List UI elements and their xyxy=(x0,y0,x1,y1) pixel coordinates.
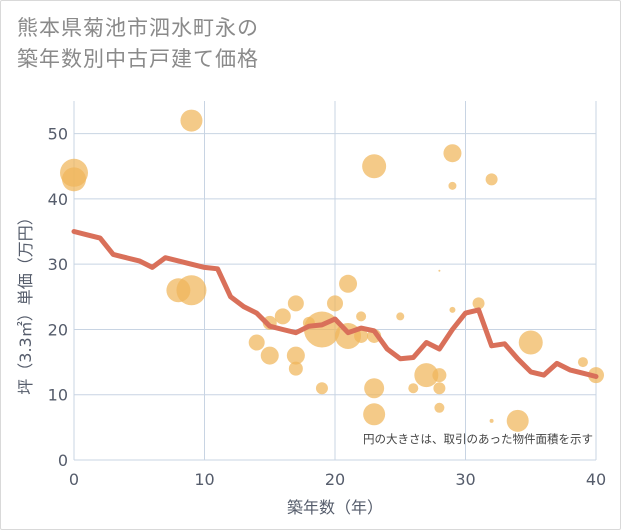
y-tick-label: 40 xyxy=(48,190,68,209)
bubble xyxy=(288,361,303,376)
bubble xyxy=(489,418,494,423)
bubble xyxy=(315,382,328,395)
trend-line xyxy=(71,229,599,379)
bubble xyxy=(485,173,498,186)
x-tick-label: 30 xyxy=(455,470,475,489)
bubble xyxy=(354,328,369,343)
y-tick-label: 30 xyxy=(48,255,68,274)
bubble xyxy=(260,346,279,365)
title-line-1: 熊本県菊池市泗水町永の xyxy=(17,16,259,40)
bubble xyxy=(408,383,419,394)
bubble xyxy=(396,312,405,321)
bubble xyxy=(363,403,386,426)
x-tick-label: 40 xyxy=(586,470,606,489)
bubble xyxy=(472,297,485,310)
bubble xyxy=(287,295,304,312)
x-tick-labels: 0 10 20 30 40 xyxy=(69,470,606,489)
title-line-2: 築年数別中古戸建て価格 xyxy=(17,47,259,71)
x-tick-label: 0 xyxy=(69,470,79,489)
x-tick-label: 10 xyxy=(194,470,214,489)
x-tick-label: 20 xyxy=(325,470,345,489)
chart-title: 熊本県菊池市泗水町永の 築年数別中古戸建て価格 xyxy=(17,13,259,75)
y-tick-label: 10 xyxy=(48,386,68,405)
bubble xyxy=(506,409,529,432)
bubble xyxy=(176,275,207,306)
bubble xyxy=(448,181,457,190)
x-axis-label: 築年数（年） xyxy=(287,498,383,517)
bubble xyxy=(443,144,462,163)
bubble xyxy=(449,306,456,313)
bubble xyxy=(286,346,305,365)
bubble xyxy=(248,334,265,351)
y-axis-label: 坪（3.3㎡）単価（万円） xyxy=(16,209,35,394)
y-tick-labels: 0 10 20 30 40 50 xyxy=(48,125,68,470)
bubble xyxy=(362,154,387,179)
bubble xyxy=(432,368,447,383)
bubble xyxy=(274,308,291,325)
bubble xyxy=(518,330,543,355)
bubble xyxy=(180,109,203,132)
y-tick-label: 0 xyxy=(58,451,68,470)
bubble xyxy=(62,167,86,192)
bubble xyxy=(414,363,439,388)
bubble xyxy=(438,269,441,272)
bubble xyxy=(327,295,343,312)
bubble xyxy=(433,382,446,395)
y-tick-label: 20 xyxy=(48,320,68,339)
bubble xyxy=(356,311,367,322)
bubble xyxy=(339,274,358,293)
bubble xyxy=(364,378,385,399)
y-tick-label: 50 xyxy=(48,125,68,144)
bubble xyxy=(434,402,445,413)
bubble xyxy=(577,357,588,368)
size-note: 円の大きさは、取引のあった物件面積を示す xyxy=(363,432,593,446)
